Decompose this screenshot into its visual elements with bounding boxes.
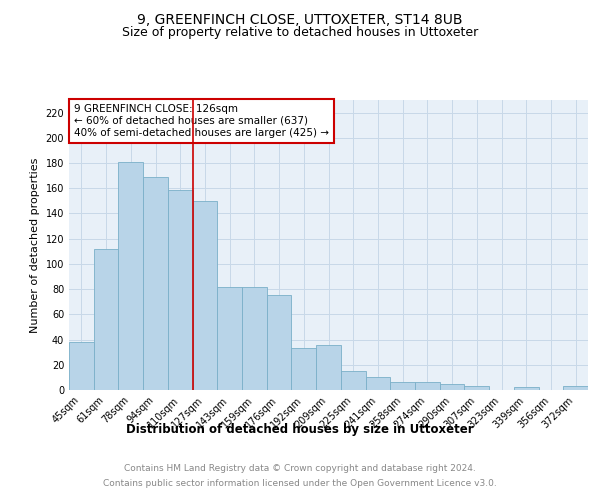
Text: Distribution of detached houses by size in Uttoxeter: Distribution of detached houses by size … — [126, 422, 474, 436]
Bar — [464, 386, 489, 390]
Bar — [563, 386, 588, 390]
Text: 9, GREENFINCH CLOSE, UTTOXETER, ST14 8UB: 9, GREENFINCH CLOSE, UTTOXETER, ST14 8UB — [137, 12, 463, 26]
Text: 9 GREENFINCH CLOSE: 126sqm
← 60% of detached houses are smaller (637)
40% of sem: 9 GREENFINCH CLOSE: 126sqm ← 60% of deta… — [74, 104, 329, 138]
Bar — [94, 249, 118, 390]
Bar — [415, 382, 440, 390]
Bar — [341, 371, 365, 390]
Text: Size of property relative to detached houses in Uttoxeter: Size of property relative to detached ho… — [122, 26, 478, 39]
Bar — [217, 286, 242, 390]
Text: Contains public sector information licensed under the Open Government Licence v3: Contains public sector information licen… — [103, 479, 497, 488]
Bar — [292, 348, 316, 390]
Bar — [390, 382, 415, 390]
Bar — [267, 296, 292, 390]
Bar — [316, 344, 341, 390]
Bar — [143, 177, 168, 390]
Bar — [69, 342, 94, 390]
Bar — [118, 162, 143, 390]
Bar — [440, 384, 464, 390]
Bar — [514, 388, 539, 390]
Bar — [365, 378, 390, 390]
Bar — [193, 201, 217, 390]
Text: Contains HM Land Registry data © Crown copyright and database right 2024.: Contains HM Land Registry data © Crown c… — [124, 464, 476, 473]
Y-axis label: Number of detached properties: Number of detached properties — [30, 158, 40, 332]
Bar — [168, 190, 193, 390]
Bar — [242, 286, 267, 390]
